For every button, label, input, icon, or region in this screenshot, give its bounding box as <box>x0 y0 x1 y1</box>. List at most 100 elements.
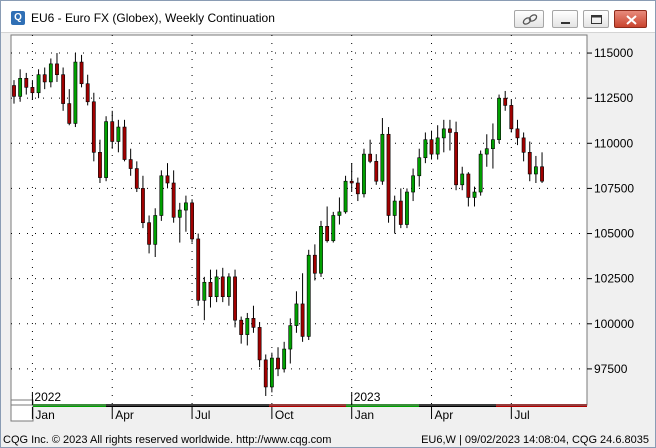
candle-body-down <box>85 83 90 103</box>
candle-body-up <box>48 63 53 83</box>
candle-body-down <box>325 226 330 242</box>
candle-body-down <box>386 133 391 216</box>
candle <box>472 186 477 207</box>
candle <box>374 154 379 185</box>
candle <box>122 119 127 162</box>
candle-body-down <box>527 152 532 175</box>
candle <box>423 132 428 164</box>
corner-box[interactable] <box>10 399 34 422</box>
candle-body-down <box>521 137 526 153</box>
candle <box>12 80 16 104</box>
candle-body-up <box>331 215 336 242</box>
candle-body-down <box>79 61 84 85</box>
candle <box>196 233 201 306</box>
candle <box>110 110 115 149</box>
candle <box>202 276 207 321</box>
x-axis: 2022 2023 Jan Apr Jul Oct Jan Apr Jul <box>11 390 587 422</box>
candle <box>368 139 373 164</box>
candle <box>177 202 182 243</box>
candle <box>362 148 366 198</box>
candle-body-down <box>171 182 176 218</box>
close-button[interactable] <box>614 10 647 28</box>
candle-body-up <box>294 303 299 326</box>
candle-body-up <box>362 153 366 195</box>
month-label: Jan <box>35 408 54 422</box>
plot-area[interactable] <box>10 34 588 406</box>
candle <box>18 69 23 102</box>
candle-body-down <box>368 153 373 162</box>
candle-body-down <box>165 175 170 184</box>
candle <box>36 69 41 99</box>
candle-body-up <box>411 175 416 193</box>
candle-body-up <box>491 139 495 150</box>
candle-body-up <box>392 200 397 216</box>
candle <box>540 152 544 183</box>
candle <box>233 269 237 328</box>
candle <box>55 53 59 82</box>
candle <box>61 67 66 111</box>
candle <box>141 175 145 229</box>
candle <box>497 94 501 144</box>
candle <box>239 316 244 344</box>
maximize-button[interactable] <box>583 10 609 28</box>
candle-body-up <box>227 276 231 298</box>
candle-body-up <box>472 191 477 198</box>
candle-body-up <box>184 202 188 211</box>
candle <box>521 132 526 162</box>
y-tick-label: 102500 <box>594 272 634 286</box>
y-tick-label: 112500 <box>594 91 633 105</box>
candle <box>435 125 440 160</box>
candle <box>343 175 348 214</box>
minimize-icon <box>561 22 570 24</box>
link-button[interactable] <box>514 10 544 28</box>
candle <box>319 220 323 277</box>
candle-body-down <box>24 78 29 88</box>
candle-body-down <box>220 276 225 298</box>
y-tick-label: 105000 <box>594 227 634 241</box>
candle-body-up <box>460 173 465 186</box>
candle-body-down <box>312 254 317 274</box>
candle-body-down <box>454 132 458 186</box>
candle-body-up <box>380 133 385 182</box>
month-label: Oct <box>275 408 294 422</box>
candle <box>85 74 90 106</box>
candle-body-down <box>61 74 66 104</box>
candle <box>349 163 354 193</box>
candle-body-up <box>288 325 293 350</box>
title-bar[interactable]: Q EU6 - Euro FX (Globex), Weekly Continu… <box>1 1 655 33</box>
candle-body-up <box>282 348 287 370</box>
candle-body-up <box>269 357 274 388</box>
candle-body-down <box>503 97 508 106</box>
candle-body-down <box>98 152 102 178</box>
copyright-text: CQG Inc. © 2023 All rights reserved worl… <box>3 434 332 446</box>
candle-body-down <box>466 173 471 198</box>
candle-body-down <box>448 128 452 133</box>
month-label: Jan <box>355 408 374 422</box>
candle-body-down <box>263 359 268 388</box>
candle-body-up <box>405 191 409 225</box>
minimize-button[interactable] <box>552 10 578 28</box>
candle-body-down <box>540 166 544 182</box>
candle <box>257 321 262 368</box>
candle <box>153 208 158 257</box>
candle <box>128 148 133 176</box>
candle-body-down <box>196 238 201 301</box>
candle <box>116 119 121 153</box>
candle <box>300 273 305 342</box>
maximize-icon <box>591 15 602 24</box>
candle <box>134 161 139 193</box>
candle-body-up <box>245 318 250 335</box>
candle-body-down <box>30 87 35 94</box>
month-label: Jul <box>514 408 529 422</box>
candle <box>42 67 47 90</box>
candle-body-down <box>91 101 96 153</box>
candle-body-down <box>300 303 305 337</box>
candle-body-down <box>355 182 360 195</box>
cqg-app-icon: Q <box>11 11 25 25</box>
candle <box>417 148 422 187</box>
chart-area[interactable]: 97500 100000 102500 105000 107500 110000 11250… <box>1 33 655 433</box>
candle-body-up <box>18 78 23 97</box>
candle <box>306 249 311 341</box>
candle-layer <box>12 53 544 396</box>
candle-body-up <box>423 139 428 159</box>
